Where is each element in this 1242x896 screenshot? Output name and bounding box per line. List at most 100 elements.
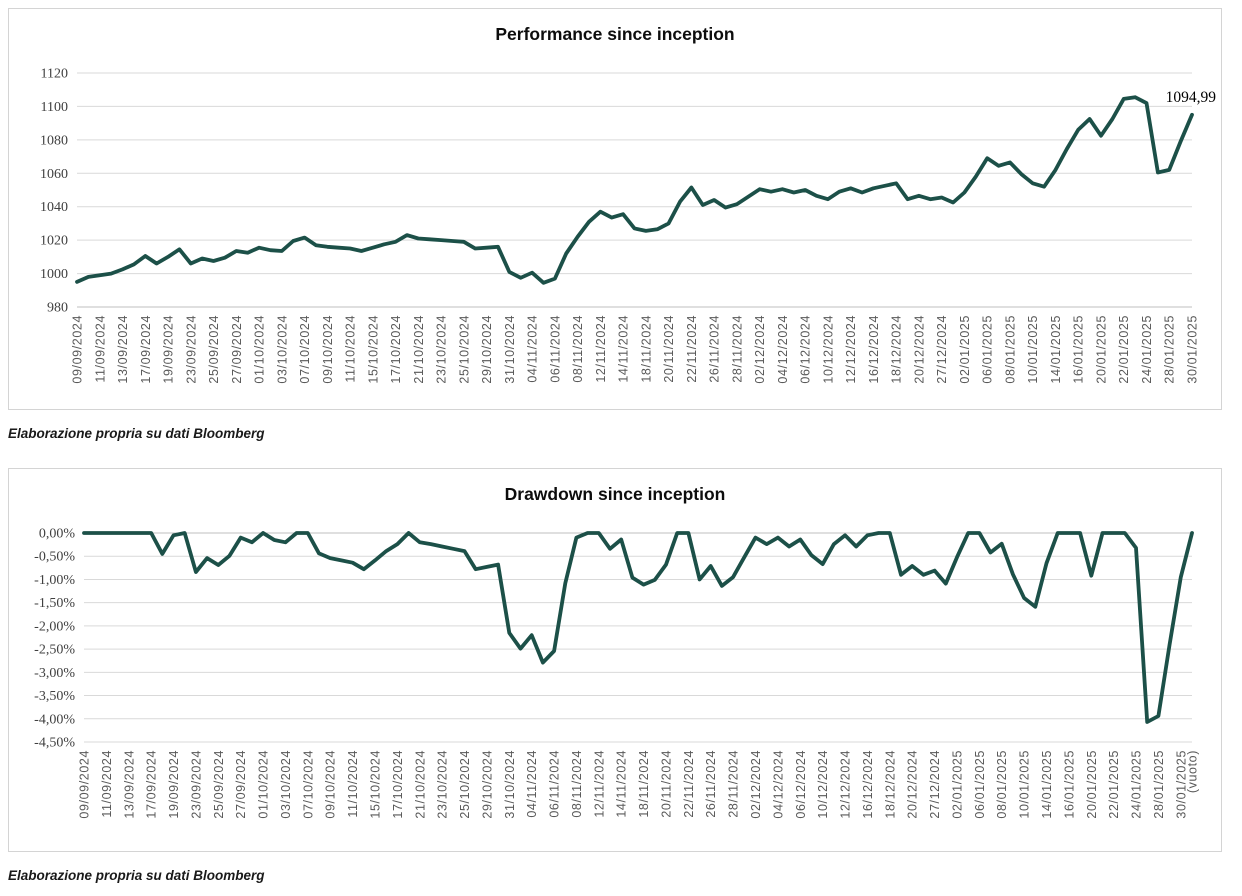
x-axis-tick-label: 18/11/2024: [639, 315, 653, 383]
x-axis-tick-label: 02/01/2025: [950, 750, 964, 819]
y-axis-tick-label: 1100: [41, 100, 68, 115]
x-axis-tick-label: 04/11/2024: [526, 315, 540, 383]
x-axis-tick-label: 22/01/2025: [1117, 315, 1131, 384]
x-axis-tick-label: 04/11/2024: [525, 750, 539, 818]
drawdown-line: [82, 531, 1194, 724]
x-axis-tick-label: 23/10/2024: [435, 315, 449, 384]
x-axis-tick-label: 29/10/2024: [480, 315, 494, 384]
y-axis-tick-label: 1060: [40, 167, 68, 182]
x-axis-tick-label: 01/10/2024: [257, 750, 271, 819]
x-axis-tick-label: 16/12/2024: [861, 750, 875, 819]
x-axis-tick-label: 21/10/2024: [412, 315, 426, 384]
x-axis-tick-label: 18/12/2024: [890, 315, 904, 384]
x-axis-tick-label: 15/10/2024: [366, 315, 380, 384]
y-axis-tick-label: -3,50%: [34, 689, 75, 704]
x-axis-tick-label: 10/01/2025: [1026, 315, 1040, 384]
x-axis-tick-label: 25/09/2024: [207, 315, 221, 384]
x-axis-tick-label: 13/09/2024: [122, 750, 136, 819]
x-axis-tick-label: 12/12/2024: [844, 315, 858, 384]
y-axis-tick-label: -2,50%: [34, 643, 75, 658]
y-axis-tick-label: 1000: [40, 267, 68, 282]
x-axis-tick-label: 04/12/2024: [771, 750, 785, 819]
x-axis-tick-label: 22/11/2024: [685, 315, 699, 383]
x-axis-tick-label: 21/10/2024: [413, 750, 427, 819]
x-axis-tick-label: 30/01/2025: [1174, 750, 1188, 819]
y-axis-tick-label: -3,00%: [34, 666, 75, 681]
x-axis-tick-label: 06/12/2024: [799, 315, 813, 384]
drawdown-source-caption: Elaborazione propria su dati Bloomberg: [8, 868, 265, 883]
x-axis-tick-label: 09/09/2024: [71, 315, 85, 384]
performance-line: [75, 95, 1194, 285]
y-axis-tick-label: -2,00%: [34, 619, 75, 634]
x-axis-tick-label: 23/09/2024: [189, 750, 203, 819]
x-axis-tick-label: 06/01/2025: [981, 315, 995, 384]
x-axis-tick-label: 08/11/2024: [571, 315, 585, 383]
x-axis-tick-label: 11/09/2024: [93, 315, 107, 383]
x-axis-tick-label: 08/01/2025: [1003, 315, 1017, 384]
x-axis-tick-label: 03/10/2024: [279, 750, 293, 819]
x-axis-tick-label: 06/11/2024: [548, 750, 562, 818]
x-axis-tick-label: 26/11/2024: [704, 750, 718, 818]
x-axis-tick-label: 06/12/2024: [794, 750, 808, 819]
x-axis-tick-label: 09/09/2024: [78, 750, 92, 819]
x-axis-tick-label: 16/01/2025: [1062, 750, 1076, 819]
performance-chart-title: Performance since inception: [495, 24, 735, 44]
x-axis-tick-label: 04/12/2024: [776, 315, 790, 384]
x-axis-tick-label: 24/01/2025: [1140, 315, 1154, 384]
x-axis-tick-label: 16/12/2024: [867, 315, 881, 384]
drawdown-chart-title: Drawdown since inception: [504, 484, 726, 504]
x-axis-tick-label: 14/01/2025: [1040, 750, 1054, 819]
performance-line-chart: 1120 1100 1080 1060 1040 1020 1000 98009/09/202…: [40, 67, 1216, 384]
x-axis-tick-label: 20/11/2024: [662, 315, 676, 383]
x-axis-tick-label: 28/01/2025: [1152, 750, 1166, 819]
x-axis-tick-label: 17/10/2024: [389, 315, 403, 384]
x-axis-tick-label: 20/12/2024: [906, 750, 920, 819]
x-axis-tick-label: 02/01/2025: [958, 315, 972, 384]
x-axis-tick-label: 17/09/2024: [145, 750, 159, 819]
x-axis-tick-label: 28/11/2024: [730, 315, 744, 383]
x-axis-tick-label: 19/09/2024: [162, 315, 176, 384]
x-axis-tick-label: 14/11/2024: [615, 750, 629, 818]
x-axis-tick-label: 20/11/2024: [659, 750, 673, 818]
y-axis-tick-label: 1120: [41, 67, 68, 82]
x-axis-tick-label: 03/10/2024: [275, 315, 289, 384]
x-axis-tick-label: 12/11/2024: [594, 315, 608, 383]
x-axis-tick-label: 19/09/2024: [167, 750, 181, 819]
y-axis-tick-label: 980: [47, 301, 68, 316]
x-axis-tick-label: 31/10/2024: [503, 750, 517, 819]
x-axis-tick-label: 11/09/2024: [100, 750, 114, 818]
x-axis-tick-label: 22/11/2024: [682, 750, 696, 818]
x-axis-tick-label: 27/12/2024: [935, 315, 949, 384]
performance-chart-card: Performance since inception 1120 1100 1080…: [8, 8, 1222, 410]
drawdown-chart-card: Drawdown since inception 0,00% -0,50% -1,0…: [8, 468, 1222, 852]
x-axis-tick-label: 17/10/2024: [391, 750, 405, 819]
x-axis-tick-label: 25/10/2024: [458, 750, 472, 819]
performance-source-caption: Elaborazione propria su dati Bloomberg: [8, 426, 265, 441]
y-axis-tick-label: -4,00%: [34, 712, 75, 727]
x-axis-tick-label: 26/11/2024: [708, 315, 722, 383]
y-axis-tick-label: 1040: [40, 200, 68, 215]
x-axis-tick-label: 18/12/2024: [883, 750, 897, 819]
x-axis-tick-label: 06/01/2025: [973, 750, 987, 819]
x-axis-tick-label: 29/10/2024: [480, 750, 494, 819]
x-axis-tick-label: 22/01/2025: [1107, 750, 1121, 819]
y-axis-tick-label: -4,50%: [34, 736, 75, 751]
drawdown-line-chart: 0,00% -0,50% -1,00% -1,50% -2,00% -2,50% -3,00…: [34, 527, 1199, 819]
x-axis-tick-label: 01/10/2024: [253, 315, 267, 384]
x-axis-tick-label: 23/10/2024: [436, 750, 450, 819]
x-axis-tick-label: 14/11/2024: [617, 315, 631, 383]
x-axis-tick-label: 13/09/2024: [116, 315, 130, 384]
x-axis-tick-label: 20/01/2025: [1085, 750, 1099, 819]
x-axis-tick-label: 14/01/2025: [1049, 315, 1063, 384]
x-axis-tick-label: 20/01/2025: [1094, 315, 1108, 384]
x-axis-tick-label: 17/09/2024: [139, 315, 153, 384]
x-axis-tick-label: 08/01/2025: [995, 750, 1009, 819]
y-axis-tick-label: -1,50%: [34, 596, 75, 611]
x-axis-tick-label: 06/11/2024: [548, 315, 562, 383]
x-axis-tick-label: 11/10/2024: [344, 315, 358, 383]
x-axis-tick-label: 08/11/2024: [570, 750, 584, 818]
x-axis-tick-label: 09/10/2024: [324, 750, 338, 819]
x-axis-tick-label: 18/11/2024: [637, 750, 651, 818]
y-axis-tick-label: 1080: [40, 133, 68, 148]
x-axis-tick-label: 07/10/2024: [301, 750, 315, 819]
